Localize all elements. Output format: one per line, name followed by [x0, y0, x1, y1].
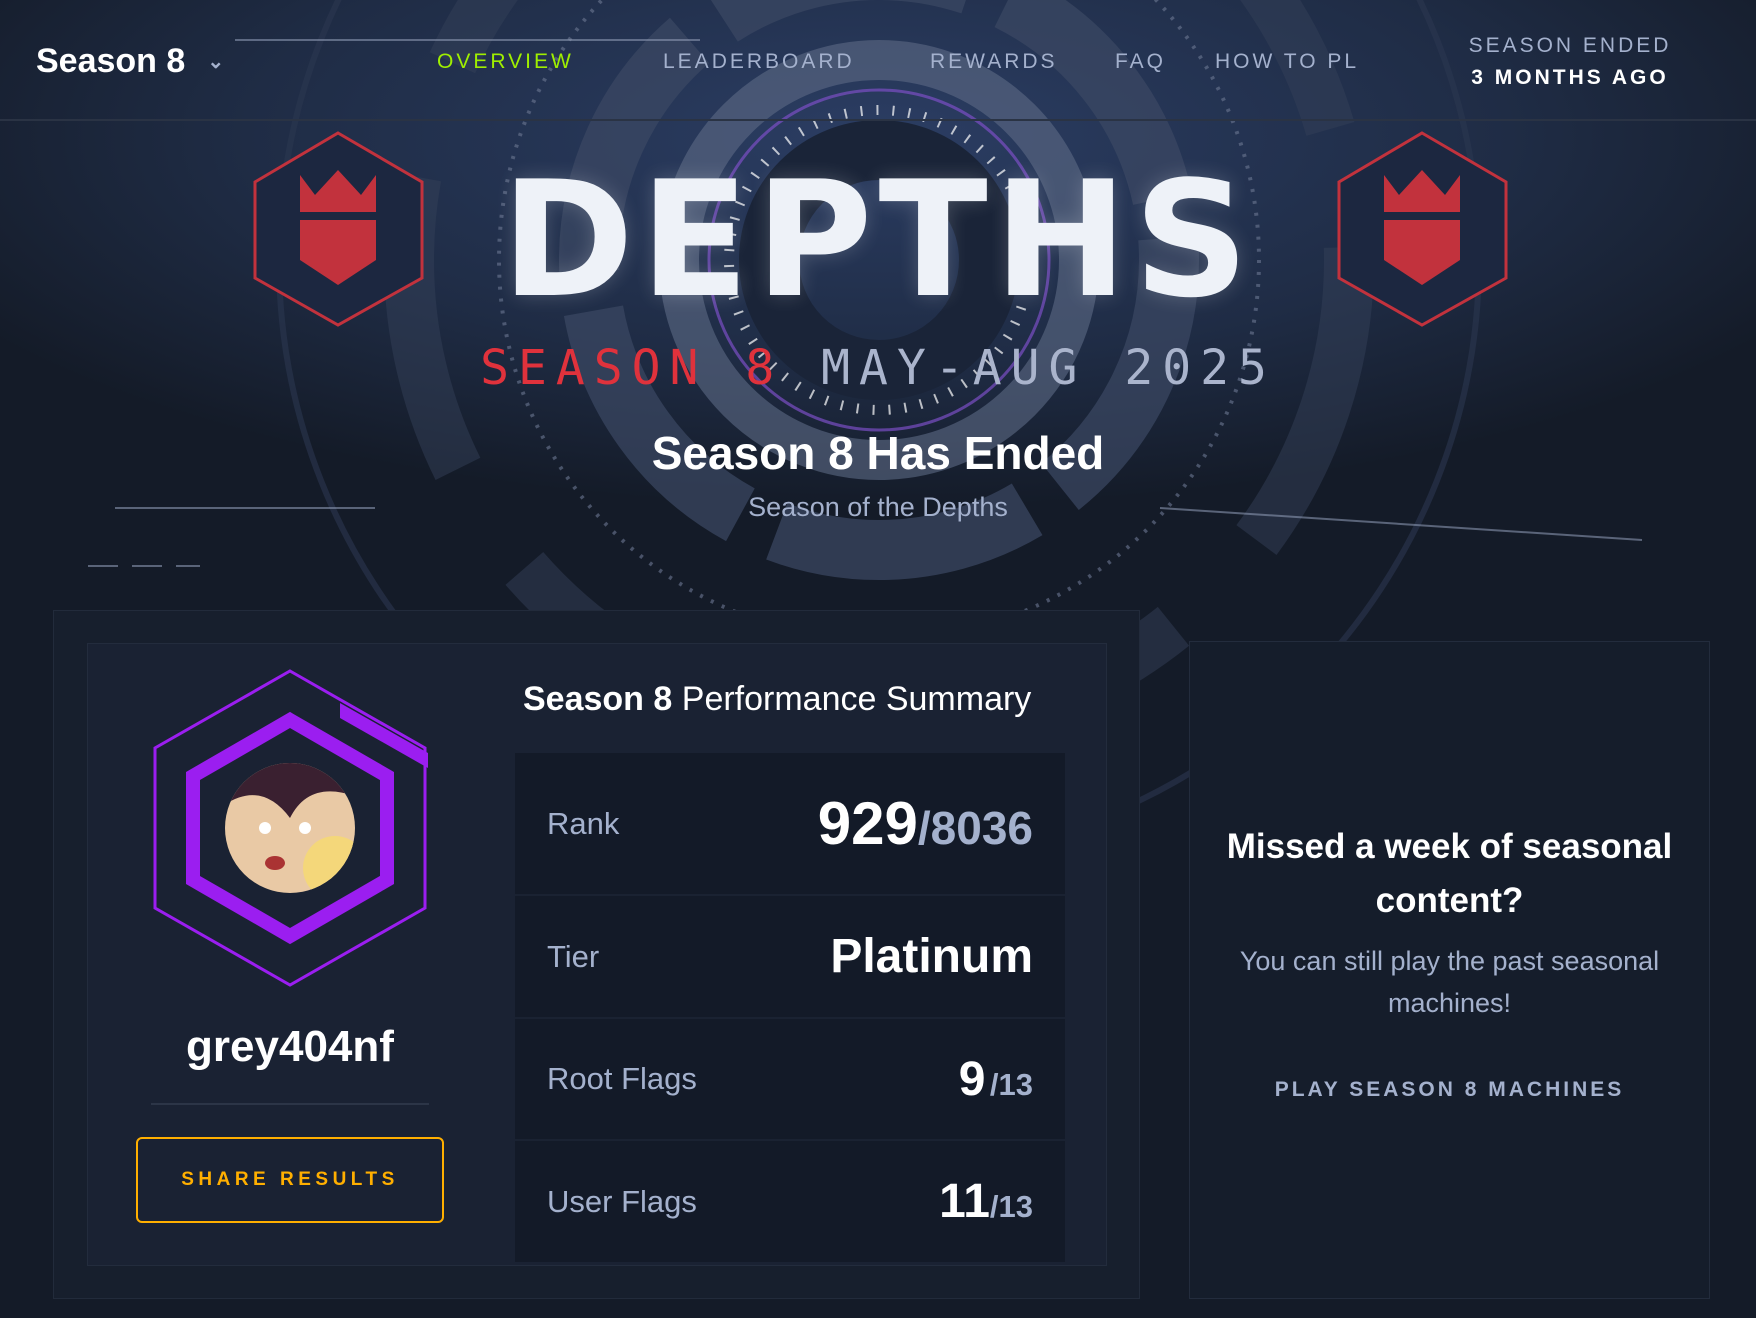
stat-label: Rank	[547, 805, 620, 841]
summary-title-text: Performance Summary	[681, 680, 1032, 718]
crest-right-icon	[1337, 131, 1508, 327]
season-status-prefix: SEASON ENDED	[1468, 34, 1672, 57]
banner-title: Season 8 Has Ended	[651, 427, 1105, 479]
promo-card: Missed a week of seasonal content? You c…	[1189, 641, 1710, 1299]
top-nav: Season 8 ⌄ OVERVIEW LEADERBOARD REWARDS …	[0, 0, 1756, 121]
tab-rewards[interactable]: REWARDS	[930, 50, 1058, 73]
tab-leaderboard[interactable]: LEADERBOARD	[663, 50, 855, 73]
play-season-machines-link[interactable]: PLAY SEASON 8 MACHINES	[1274, 1078, 1625, 1101]
share-results-button[interactable]: SHARE RESULTS	[136, 1137, 444, 1223]
stat-value: Platinum	[830, 930, 1033, 983]
stat-label: Root Flags	[547, 1061, 697, 1096]
depths-logo: DEPTHS	[501, 146, 1255, 333]
stats-table: Rank 929/8036 Tier Platinum Root Flags 9…	[515, 753, 1065, 1262]
stat-value: 11	[939, 1175, 990, 1228]
tab-how-to-play[interactable]: HOW TO PL	[1215, 50, 1360, 73]
season-dates: SEASON 8 MAY-AUG 2025	[0, 340, 1756, 396]
crest-left-icon	[253, 131, 424, 327]
stat-total: /13	[989, 1189, 1033, 1224]
stat-total: /13	[989, 1066, 1033, 1102]
stat-row-user-flags: User Flags 11/13	[515, 1141, 1065, 1262]
banner-subtitle: Season of the Depths	[748, 492, 1008, 522]
chevron-down-icon: ⌄	[207, 51, 225, 73]
season-status-time: 3 MONTHS AGO	[1471, 66, 1669, 89]
stat-value: 9	[958, 1052, 986, 1106]
stat-value: 929	[817, 790, 918, 857]
summary-title-season: Season 8	[523, 680, 673, 718]
stat-row-tier: Tier Platinum	[515, 896, 1065, 1019]
promo-heading: Missed a week of seasonal content?	[1226, 827, 1673, 920]
season-label: SEASON 8	[480, 340, 784, 396]
promo-body: You can still play the past seasonal mac…	[1239, 946, 1660, 1018]
season-status: SEASON ENDED 3 MONTHS AGO	[1410, 30, 1730, 94]
username: grey404nf	[186, 1022, 394, 1071]
season-selector[interactable]: Season 8 ⌄	[36, 42, 224, 81]
stat-label: Tier	[547, 938, 600, 974]
tab-overview[interactable]: OVERVIEW	[437, 50, 574, 73]
stat-row-root-flags: Root Flags 9 /13	[515, 1019, 1065, 1141]
avatar-tier-frame	[153, 669, 428, 987]
season-selector-label: Season 8	[36, 42, 186, 80]
stat-row-rank: Rank 929/8036	[515, 753, 1065, 896]
date-range: MAY-AUG 2025	[821, 340, 1276, 396]
stat-total: /8036	[917, 802, 1033, 854]
stat-label: User Flags	[547, 1183, 697, 1219]
divider	[151, 1103, 429, 1105]
summary-title: Season 8 Performance Summary	[523, 680, 1031, 719]
tab-faq[interactable]: FAQ	[1115, 50, 1167, 73]
